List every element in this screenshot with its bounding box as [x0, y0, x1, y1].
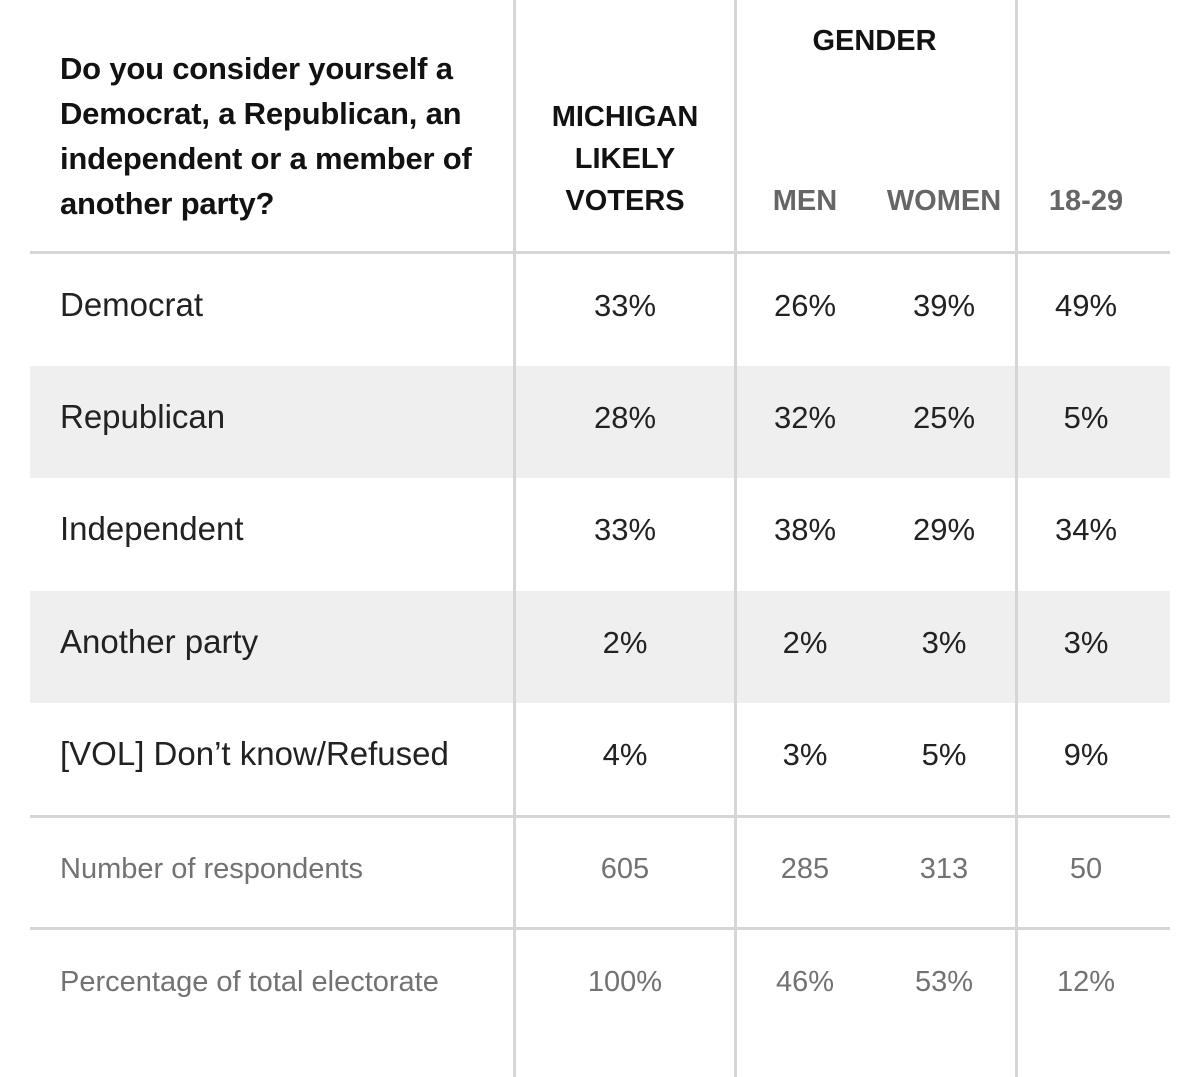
row-label-3: Another party	[60, 623, 259, 660]
data-cell-2-1: 38%	[773, 512, 837, 547]
data-cell-3-1: 2%	[782, 625, 828, 660]
footer-cell-1-1: 46%	[775, 966, 835, 998]
header-divider	[30, 251, 1170, 254]
column-header-2-line-0: WOMEN	[886, 185, 1002, 217]
column-header-0-line-0: MICHIGAN	[551, 101, 699, 133]
footer-cell-1-3: 12%	[1056, 966, 1116, 998]
footer-cell-0-2: 313	[919, 853, 969, 885]
footer-cell-0-1: 285	[780, 853, 830, 885]
data-cell-0-3: 49%	[1054, 288, 1118, 323]
data-cell-4-3: 9%	[1063, 737, 1109, 772]
column-header-0-line-2: VOTERS	[565, 185, 685, 217]
footer-cell-1-2: 53%	[914, 966, 974, 998]
column-header-0: MICHIGAN LIKELY VOTERS	[515, 96, 735, 222]
column-header-1: MEN	[745, 180, 865, 222]
footer-divider-1	[30, 815, 1170, 818]
data-cell-3-2: 3%	[921, 625, 967, 660]
row-label-4: [VOL] Don’t know/Refused	[60, 735, 449, 772]
data-cell-0-0: 33%	[593, 288, 657, 323]
row-label-1: Republican	[60, 398, 226, 435]
column-group-gender: GENDER	[812, 25, 937, 57]
footer-label-1: Percentage of total electorate	[60, 966, 439, 998]
row-label-0: Democrat	[60, 286, 204, 323]
data-cell-1-1: 32%	[773, 400, 837, 435]
column-divider-1	[513, 0, 516, 1077]
data-cell-2-0: 33%	[593, 512, 657, 547]
footer-cell-1-0: 100%	[587, 966, 663, 998]
row-label-2: Independent	[60, 510, 244, 547]
data-cell-3-0: 2%	[602, 625, 648, 660]
footer-cell-0-3: 50	[1069, 853, 1103, 885]
data-cell-1-3: 5%	[1063, 400, 1109, 435]
column-header-1-line-0: MEN	[772, 185, 838, 217]
footer-divider-2	[30, 927, 1170, 930]
column-divider-2	[734, 0, 737, 1077]
data-cell-1-0: 28%	[593, 400, 657, 435]
row-shade-another-party	[30, 591, 1170, 703]
column-header-0-line-1: LIKELY	[574, 143, 676, 175]
data-cell-1-2: 25%	[912, 400, 976, 435]
data-cell-4-2: 5%	[921, 737, 967, 772]
row-shade-republican	[30, 366, 1170, 478]
data-cell-2-2: 29%	[912, 512, 976, 547]
data-cell-2-3: 34%	[1054, 512, 1118, 547]
footer-cell-0-0: 605	[600, 853, 650, 885]
question-title: Do you consider yourself a Democrat, a R…	[60, 51, 472, 221]
data-cell-0-1: 26%	[773, 288, 837, 323]
column-header-3-line-0: 18-29	[1048, 185, 1124, 217]
column-header-3: 18-29	[1026, 180, 1146, 222]
column-header-2: WOMEN	[869, 180, 1019, 222]
data-cell-0-2: 39%	[912, 288, 976, 323]
data-cell-3-3: 3%	[1063, 625, 1109, 660]
data-cell-4-0: 4%	[602, 737, 648, 772]
column-divider-3	[1015, 0, 1018, 1077]
footer-label-0: Number of respondents	[60, 853, 364, 885]
data-cell-4-1: 3%	[782, 737, 828, 772]
